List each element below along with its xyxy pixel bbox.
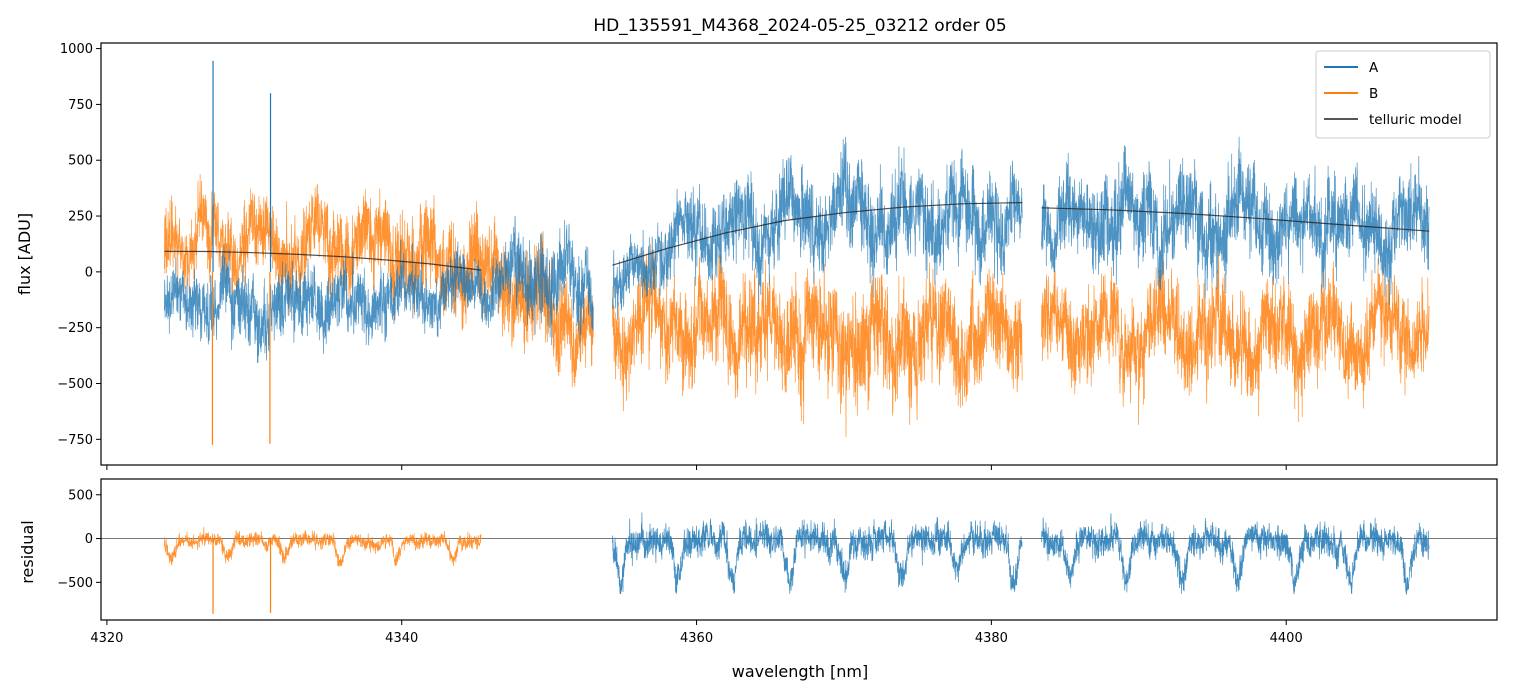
legend: A B telluric model: [1315, 50, 1491, 139]
flux-y-tick-label: 250: [68, 210, 93, 225]
residual-x-tick-label: 4380: [975, 631, 1008, 646]
flux-y-tick-label: 500: [68, 154, 93, 169]
residual-panel: −500 0 500 4320 4340 4360 4380 4400 residual w…: [18, 478, 1498, 681]
series-b-line: [164, 173, 1430, 438]
residual-x-tick-label: 4400: [1270, 631, 1303, 646]
flux-y-tick-label: −750: [57, 433, 93, 448]
residual-x-tick-label: 4360: [680, 631, 713, 646]
residual-x-tick-label: 4340: [385, 631, 418, 646]
residual-panel-frame: [100, 478, 1498, 621]
chart-title: HD_135591_M4368_2024-05-25_03212 order 0…: [593, 16, 1006, 36]
residual-y-tick-label: 500: [68, 488, 93, 503]
residual-series-line: [164, 526, 482, 567]
residual-y-tick-label: −500: [57, 576, 93, 591]
flux-y-tick-label: −250: [57, 321, 93, 336]
residual-x-tick-label: 4320: [90, 631, 123, 646]
flux-y-tick-label: 0: [85, 265, 93, 280]
flux-y-tick-label: 1000: [60, 42, 93, 57]
telluric-model-line: [1041, 207, 1430, 232]
residual-series-line: [612, 512, 1430, 595]
residual-y-axis-label: residual: [18, 520, 37, 583]
flux-panel: −750 −500 −250 0 250 500 750 1000 flux [ADU]: [15, 42, 1498, 470]
flux-y-axis-label: flux [ADU]: [15, 213, 34, 295]
legend-label-b: B: [1369, 86, 1378, 102]
legend-label-a: A: [1369, 60, 1379, 76]
flux-y-tick-label: −500: [57, 377, 93, 392]
x-axis-label: wavelength [nm]: [732, 662, 869, 681]
series-a-line: [164, 136, 1430, 363]
flux-y-tick-label: 750: [68, 98, 93, 113]
residual-y-tick-label: 0: [85, 532, 93, 547]
flux-panel-frame: [100, 42, 1498, 466]
telluric-model-line: [612, 202, 1023, 266]
legend-label-telluric: telluric model: [1369, 112, 1462, 128]
telluric-model-line: [164, 250, 482, 271]
legend-box: [1315, 50, 1491, 139]
